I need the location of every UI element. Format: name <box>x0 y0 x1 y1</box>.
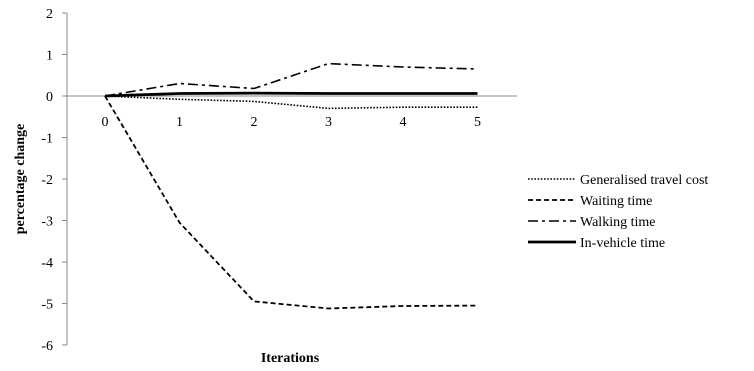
series-line-in-vehicle-time <box>104 91 478 98</box>
legend-label: In-vehicle time <box>580 236 665 251</box>
y-tick-label: -4 <box>41 256 53 271</box>
x-tick-label: 0 <box>102 115 109 130</box>
x-tick-label: 4 <box>400 115 407 130</box>
y-tick-label: 1 <box>46 49 53 64</box>
y-tick-label: -6 <box>41 339 53 354</box>
y-tick-label: -5 <box>41 298 53 313</box>
x-tick-label: 5 <box>474 115 481 130</box>
y-tick-label: -2 <box>41 173 53 188</box>
series-line-waiting-time <box>104 95 478 310</box>
legend: Generalised travel cost Waiting time Walki… <box>528 173 708 251</box>
x-tick-label: 2 <box>251 115 258 130</box>
legend-label: Waiting time <box>580 194 652 209</box>
y-tick-label: 0 <box>46 90 53 105</box>
y-axis-title: percentage change <box>13 124 28 235</box>
y-tick-labels: 2 1 0 -1 -2 -3 -4 -5 -6 <box>41 7 67 354</box>
y-tick-label: 2 <box>46 7 53 22</box>
y-tick-label: -1 <box>41 132 53 147</box>
x-tick-label: 1 <box>176 115 183 130</box>
plot-area <box>104 62 478 310</box>
series-line-generalised-travel-cost <box>104 95 478 110</box>
x-tick-labels: 0 1 2 3 4 5 <box>102 115 482 130</box>
x-axis-title: Iterations <box>261 351 320 366</box>
legend-label: Walking time <box>580 215 655 230</box>
y-tick-label: -3 <box>41 215 53 230</box>
series-line-walking-time <box>104 62 478 97</box>
x-tick-label: 3 <box>325 115 332 130</box>
legend-label: Generalised travel cost <box>580 173 708 188</box>
